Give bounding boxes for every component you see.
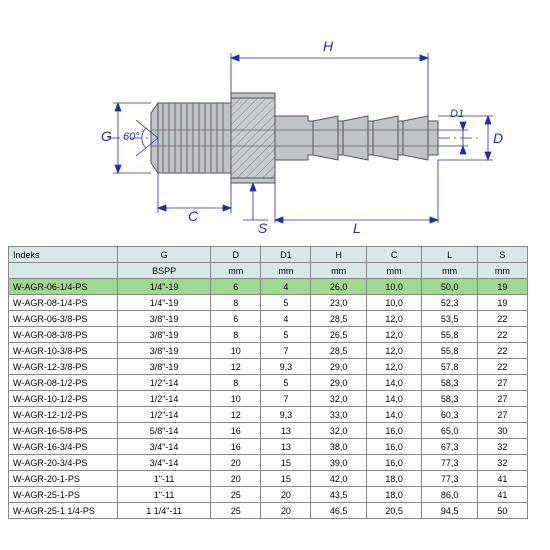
table-row: W-AGR-08-3/8-PS3/8"-198526,512,055,822 [9, 327, 528, 343]
dim-d1: D1 [450, 108, 464, 120]
col-g: G [118, 247, 211, 263]
spec-table: IndeksGDD1HCLS BSPPmmmmmmmmmmmm W-AGR-06… [8, 246, 528, 519]
dim-s: S [258, 220, 267, 236]
table-row: W-AGR-10-1/2-PS1/2"-1410732,014,058,327 [9, 391, 528, 407]
col-s: S [477, 247, 527, 263]
dim-c: C [188, 208, 198, 224]
dim-l: L [353, 220, 361, 236]
dim-d: D [493, 130, 503, 146]
table-row: W-AGR-10-3/8-PS3/8"-1910728,512,055,822 [9, 343, 528, 359]
table-row: W-AGR-12-1/2-PS1/2"-14129,333,014,060,32… [9, 407, 528, 423]
table-row: W-AGR-06-1/4-PS1/4"-196426,010,050,019 [9, 279, 528, 295]
table-row: W-AGR-25-1-PS1"-11252043,518,086,041 [9, 487, 528, 503]
col-h: H [311, 247, 366, 263]
table-row: W-AGR-08-1/2-PS1/2"-148529,014,058,327 [9, 375, 528, 391]
col-d1: D1 [261, 247, 311, 263]
col-c: C [366, 247, 421, 263]
table-row: W-AGR-12-3/8-PS3/8"-19129,329,012,057,82… [9, 359, 528, 375]
dim-angle: 60° [123, 131, 140, 143]
table-row: W-AGR-06-3/8-PS3/8"-196428,512,053,522 [9, 311, 528, 327]
table-row: W-AGR-20-1-PS1"-11201542,018,077,341 [9, 471, 528, 487]
dim-g: G [101, 128, 112, 144]
table-units: BSPPmmmmmmmmmmmm [9, 263, 528, 279]
technical-drawing: H G 60° C S L D1 D [8, 8, 528, 238]
table-row: W-AGR-20-3/4-PS3/4"-14201539,016,077,332 [9, 455, 528, 471]
col-l: L [422, 247, 477, 263]
col-indeks: Indeks [9, 247, 118, 263]
table-row: W-AGR-25-1 1/4-PS1 1/4"-11252046,520,594… [9, 503, 528, 519]
table-header: IndeksGDD1HCLS [9, 247, 528, 263]
table-row: W-AGR-16-3/4-PS3/4"-14161338,016,067,332 [9, 439, 528, 455]
table-row: W-AGR-16-5/8-PS5/8"-14161332,016,065,030 [9, 423, 528, 439]
col-d: D [211, 247, 261, 263]
table-row: W-AGR-08-1/4-PS1/4"-198523,010,052,319 [9, 295, 528, 311]
dim-h: H [323, 38, 333, 54]
